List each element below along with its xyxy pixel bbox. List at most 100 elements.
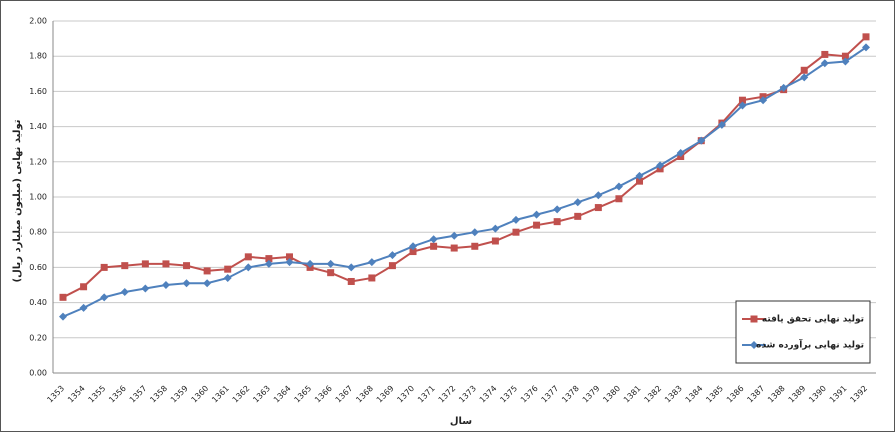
marker	[367, 258, 376, 267]
marker	[511, 215, 520, 224]
x-tick-label: 1375	[498, 384, 519, 405]
y-axis-title: تولید نهایی (میلیون میلیارد ریال)	[12, 119, 23, 282]
x-tick-label: 1377	[540, 384, 561, 405]
x-tick-label: 1357	[128, 384, 149, 405]
legend-marker	[750, 315, 758, 323]
marker	[491, 224, 500, 233]
y-tick-label: 1.60	[29, 87, 47, 96]
marker	[512, 228, 520, 236]
marker	[573, 198, 582, 207]
y-tick-label: 1.00	[29, 193, 47, 202]
x-tick-label: 1358	[148, 384, 169, 405]
marker	[409, 248, 417, 256]
x-tick-label: 1376	[519, 384, 540, 405]
marker	[430, 242, 438, 250]
x-tick-label: 1367	[334, 384, 355, 405]
marker	[491, 237, 499, 245]
marker	[656, 161, 665, 170]
x-tick-label: 1370	[395, 384, 416, 405]
marker	[841, 52, 849, 60]
marker	[820, 59, 829, 68]
y-tick-label: 0.60	[29, 263, 47, 272]
marker	[615, 195, 623, 203]
marker	[223, 273, 232, 282]
x-tick-label: 1363	[251, 384, 272, 405]
marker	[862, 33, 870, 41]
x-tick-label: 1364	[272, 384, 293, 405]
x-tick-label: 1365	[292, 384, 313, 405]
x-tick-label: 1372	[437, 384, 458, 405]
x-tick-label: 1391	[828, 384, 849, 405]
x-tick-label: 1360	[190, 384, 211, 405]
marker	[264, 259, 273, 268]
marker	[203, 279, 212, 288]
marker	[800, 66, 808, 74]
y-tick-label: 1.80	[29, 52, 47, 61]
x-tick-label: 1383	[663, 384, 684, 405]
x-tick-label: 1356	[107, 384, 128, 405]
marker	[841, 57, 850, 66]
marker	[285, 253, 293, 261]
marker	[224, 265, 232, 273]
y-tick-label: 0.20	[29, 333, 47, 342]
marker	[265, 255, 273, 263]
marker	[779, 83, 788, 92]
marker	[100, 263, 108, 271]
marker	[161, 281, 170, 289]
marker	[59, 293, 67, 301]
marker	[100, 293, 109, 302]
line	[62, 36, 867, 299]
y-tick-label: 1.40	[29, 122, 47, 131]
marker	[388, 262, 396, 270]
x-tick-label: 1368	[354, 384, 375, 405]
marker	[80, 283, 88, 291]
x-tick-label: 1362	[231, 384, 252, 405]
marker	[162, 260, 170, 268]
marker	[594, 191, 603, 200]
legend-marker	[750, 341, 758, 349]
marker	[717, 120, 726, 129]
marker	[327, 269, 335, 277]
marker	[800, 73, 809, 82]
x-tick-label: 1381	[622, 384, 643, 405]
marker	[244, 253, 252, 261]
legend-label: تولید نهایی برآورده شده	[756, 339, 864, 351]
marker	[121, 262, 129, 270]
y-tick-label: 1.20	[29, 157, 47, 166]
marker	[614, 182, 623, 191]
marker	[79, 303, 88, 312]
marker	[182, 279, 191, 288]
marker	[471, 242, 479, 250]
marker	[450, 231, 459, 240]
marker	[574, 212, 582, 220]
marker	[532, 210, 541, 219]
marker	[450, 244, 458, 252]
marker	[759, 96, 768, 105]
marker	[429, 235, 438, 244]
x-tick-label: 1369	[375, 384, 396, 405]
marker	[285, 258, 294, 267]
x-tick-label: 1390	[807, 384, 828, 405]
marker	[862, 43, 870, 52]
x-tick-label: 1389	[787, 384, 808, 405]
marker	[388, 251, 397, 260]
marker	[533, 221, 541, 229]
marker	[141, 284, 150, 293]
x-axis-title: سال	[450, 416, 472, 427]
marker	[409, 242, 418, 251]
x-tick-label: 1392	[848, 384, 869, 405]
x-tick-label: 1382	[643, 384, 664, 405]
x-tick-label: 1384	[684, 384, 705, 405]
y-tick-label: 0.40	[29, 298, 47, 307]
marker	[553, 218, 561, 226]
marker	[141, 260, 149, 268]
y-tick-label: 0.80	[29, 228, 47, 237]
marker	[368, 274, 376, 282]
marker	[821, 50, 829, 58]
marker	[203, 267, 211, 275]
marker	[183, 262, 191, 270]
marker	[306, 259, 315, 268]
x-tick-label: 1379	[581, 384, 602, 405]
x-tick-label: 1371	[416, 384, 437, 405]
x-tick-label: 1361	[210, 384, 231, 405]
